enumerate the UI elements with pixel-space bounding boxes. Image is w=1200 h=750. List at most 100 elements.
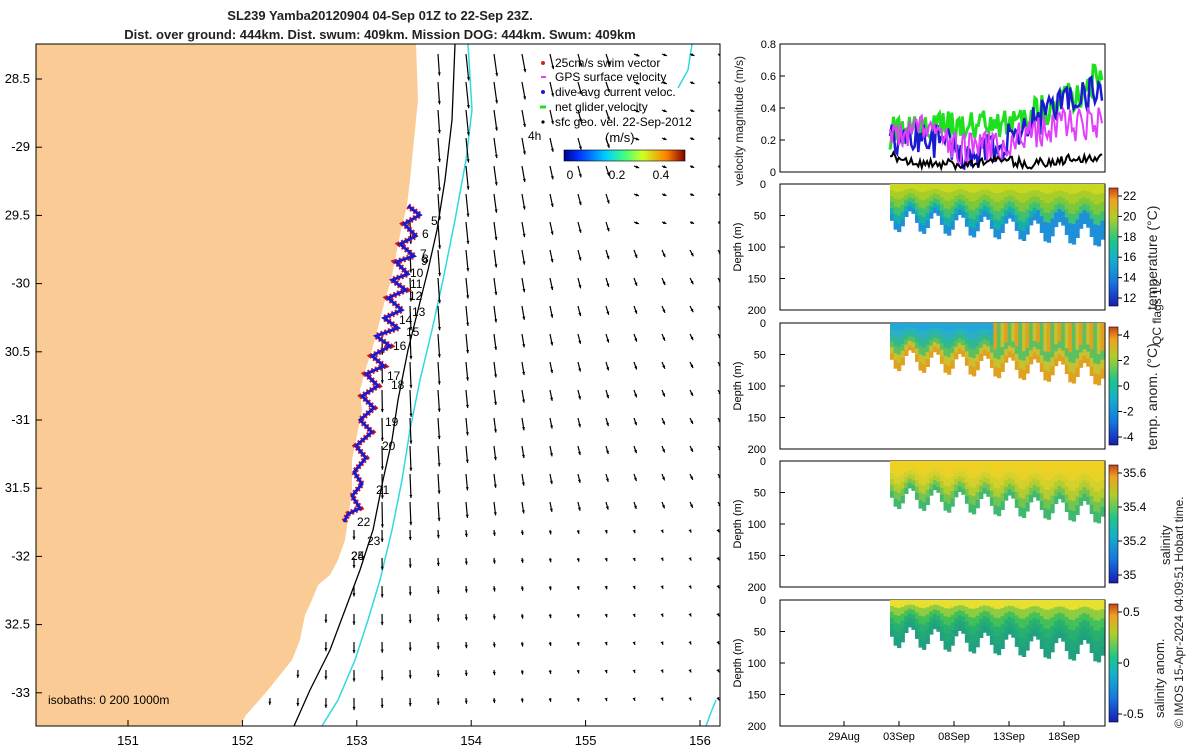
section-cell bbox=[1071, 481, 1077, 492]
section-cell bbox=[997, 470, 1002, 480]
section-cell bbox=[1032, 207, 1037, 215]
surface-vector-head bbox=[662, 309, 666, 313]
section-cell bbox=[1025, 502, 1030, 512]
surface-vector-head bbox=[352, 593, 356, 597]
section-cell bbox=[997, 341, 1002, 351]
velocity-line-3 bbox=[889, 150, 1103, 172]
section-cell bbox=[1075, 219, 1080, 230]
section-cell bbox=[961, 334, 966, 341]
section-cell bbox=[989, 490, 995, 499]
section-cell bbox=[1082, 329, 1087, 337]
section-cell bbox=[961, 466, 966, 473]
section-cell bbox=[1068, 629, 1073, 640]
section-cell bbox=[1086, 212, 1091, 221]
section-cell bbox=[918, 346, 923, 355]
section-cell bbox=[1039, 501, 1044, 510]
section-cell bbox=[979, 492, 984, 499]
section-cell bbox=[932, 332, 937, 338]
section-cell bbox=[1089, 634, 1094, 645]
section-cell bbox=[1082, 493, 1087, 502]
section-cell bbox=[897, 323, 902, 332]
section-cell bbox=[1064, 625, 1069, 635]
section-cell bbox=[893, 622, 898, 631]
surface-vector-head bbox=[716, 584, 720, 589]
isobath-1000m-north bbox=[677, 44, 693, 89]
section-cell bbox=[964, 614, 970, 622]
section-cell bbox=[1032, 334, 1037, 342]
surface-vector-head bbox=[549, 453, 553, 457]
section-cell bbox=[954, 340, 959, 348]
section-cell bbox=[975, 638, 980, 648]
section-cell bbox=[993, 349, 998, 359]
section-cell bbox=[1086, 468, 1091, 476]
section-cell bbox=[975, 468, 980, 478]
section-cell bbox=[957, 610, 962, 616]
surface-vector bbox=[437, 277, 441, 304]
section-cell bbox=[1043, 351, 1048, 362]
section-cell bbox=[954, 329, 959, 336]
surface-vector-head bbox=[324, 648, 328, 652]
section-cell bbox=[1100, 193, 1105, 203]
section-cell bbox=[1068, 648, 1073, 660]
section-cell bbox=[1061, 600, 1066, 608]
surface-vector bbox=[409, 417, 412, 444]
section-cell bbox=[982, 194, 987, 201]
cb-tick-1: 0.2 bbox=[609, 168, 626, 182]
map-legend: 25cm/s swim vector GPS surface velocity … bbox=[528, 56, 692, 182]
surface-vector-head bbox=[521, 510, 525, 514]
depth-tick-label: 100 bbox=[748, 519, 766, 531]
surface-vector-head bbox=[466, 322, 470, 326]
section-cell bbox=[961, 483, 966, 490]
section-cell bbox=[1014, 207, 1019, 216]
section-cell bbox=[929, 628, 934, 635]
section-cell bbox=[961, 339, 966, 346]
section-cell bbox=[1000, 616, 1005, 625]
section-cell bbox=[1014, 353, 1019, 363]
section-cell bbox=[954, 490, 959, 498]
section-cell bbox=[918, 354, 923, 363]
surface-vector-head bbox=[632, 641, 636, 645]
section-cell bbox=[979, 354, 984, 361]
section-cell bbox=[922, 216, 927, 226]
section-cell bbox=[1011, 196, 1016, 204]
depth-tick-label: 100 bbox=[748, 381, 766, 393]
surface-vector-head bbox=[635, 109, 640, 113]
section-cell bbox=[1075, 635, 1080, 646]
section-cell bbox=[1039, 184, 1044, 193]
section-cell bbox=[897, 346, 902, 356]
section-cell bbox=[1100, 211, 1105, 222]
section-cell bbox=[929, 461, 934, 468]
surface-vector bbox=[437, 305, 441, 331]
section-cell bbox=[950, 600, 955, 609]
section-cell bbox=[1093, 353, 1098, 364]
section-cell bbox=[932, 623, 937, 630]
surface-vector-head bbox=[663, 109, 667, 113]
surface-vector-head bbox=[408, 675, 412, 679]
section-cell bbox=[1071, 650, 1077, 661]
section-cell bbox=[904, 200, 909, 207]
section-cell bbox=[1100, 350, 1105, 361]
section-cell bbox=[911, 604, 916, 611]
surface-vector-head bbox=[494, 346, 498, 350]
section-cell bbox=[961, 195, 966, 202]
section-cell bbox=[1039, 347, 1044, 356]
section-cell bbox=[1100, 627, 1105, 638]
section-cell bbox=[1057, 335, 1062, 343]
surface-vector-head bbox=[606, 144, 610, 148]
section-cell bbox=[1007, 483, 1012, 490]
section-cell bbox=[1071, 620, 1077, 631]
section-cell bbox=[922, 200, 927, 210]
section-cell bbox=[918, 338, 923, 348]
section-cell bbox=[989, 622, 995, 631]
day-label: 5 bbox=[431, 214, 438, 228]
section-cell bbox=[957, 199, 962, 205]
section-cell bbox=[1039, 216, 1044, 225]
section-cell bbox=[1064, 356, 1069, 366]
surface-vector-head bbox=[437, 381, 441, 385]
surface-vector-head bbox=[492, 588, 496, 592]
section-cell bbox=[918, 623, 923, 632]
section-cell bbox=[979, 461, 984, 468]
section-cell bbox=[904, 482, 909, 489]
section-cell bbox=[1068, 342, 1073, 353]
surface-vector-head bbox=[437, 72, 441, 76]
